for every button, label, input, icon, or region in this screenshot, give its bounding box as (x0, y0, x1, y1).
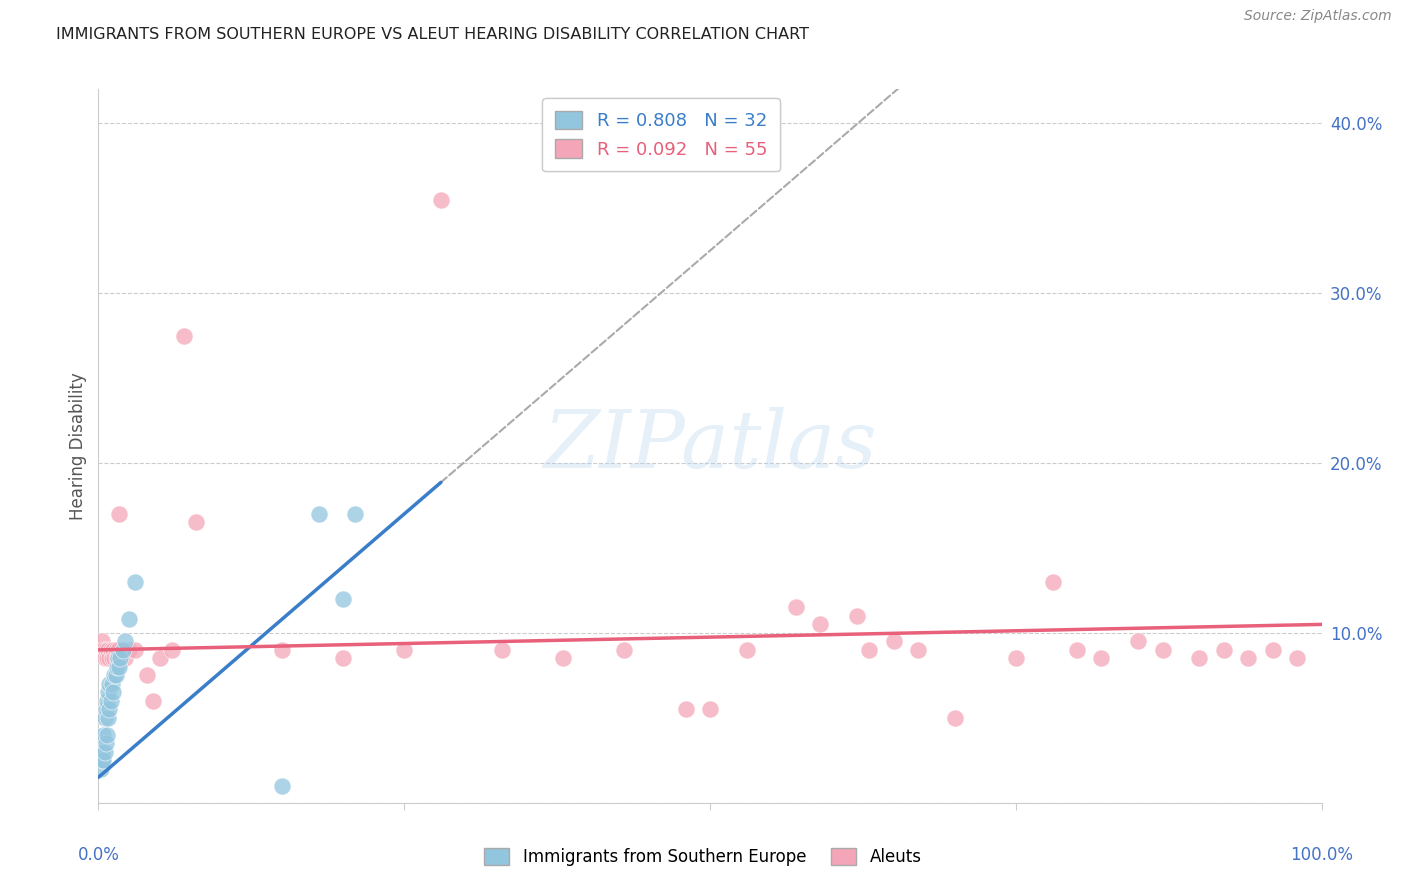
Point (308, 507, 330, 521)
Point (124, 643, 146, 657)
Point (107, 643, 129, 657)
Point (735, 643, 758, 657)
Point (105, 651, 128, 665)
Point (675, 702, 697, 716)
Point (1237, 651, 1260, 665)
Point (105, 660, 128, 674)
Point (785, 600, 807, 615)
Point (613, 643, 636, 657)
Point (97, 685, 120, 699)
Point (107, 651, 129, 665)
Text: ZIPatlas: ZIPatlas (543, 408, 877, 484)
Point (858, 643, 880, 657)
Point (91, 745, 114, 759)
Point (111, 643, 134, 657)
Point (808, 617, 831, 632)
Point (94, 736, 117, 750)
Legend: Immigrants from Southern Europe, Aleuts: Immigrants from Southern Europe, Aleuts (477, 840, 929, 875)
Point (97, 711, 120, 725)
Point (91, 753, 114, 767)
Point (101, 677, 124, 691)
Point (699, 702, 721, 716)
Point (149, 651, 172, 665)
Point (91, 634, 114, 648)
Point (97, 643, 120, 657)
Point (108, 507, 131, 521)
Y-axis label: Hearing Disability: Hearing Disability (69, 372, 87, 520)
Point (186, 516, 208, 530)
Text: Source: ZipAtlas.com: Source: ZipAtlas.com (1244, 9, 1392, 23)
Point (100, 694, 122, 708)
Point (270, 779, 294, 793)
Point (1090, 651, 1112, 665)
Point (118, 612, 141, 626)
Point (90, 762, 112, 776)
Point (101, 643, 124, 657)
Point (943, 711, 966, 725)
Point (136, 668, 159, 682)
Point (1212, 643, 1234, 657)
Point (93, 711, 115, 725)
Point (110, 651, 132, 665)
Point (98, 651, 121, 665)
Point (94, 702, 117, 716)
Point (173, 328, 195, 343)
Point (1188, 651, 1211, 665)
Point (344, 507, 367, 521)
Point (104, 668, 127, 682)
Point (111, 643, 134, 657)
Point (114, 651, 136, 665)
Point (100, 643, 122, 657)
Point (96, 694, 118, 708)
Point (101, 685, 124, 699)
Point (91, 643, 114, 657)
Point (91, 753, 114, 767)
Point (332, 651, 354, 665)
Point (101, 651, 124, 665)
Point (96, 651, 118, 665)
Point (392, 643, 416, 657)
Point (93, 651, 115, 665)
Point (907, 643, 929, 657)
Point (270, 643, 294, 657)
Point (430, 193, 453, 207)
Point (1286, 651, 1309, 665)
Point (98, 677, 121, 691)
Point (1042, 574, 1064, 589)
Point (114, 634, 136, 648)
Text: 0.0%: 0.0% (77, 846, 120, 863)
Point (883, 634, 905, 648)
Point (91, 728, 114, 742)
Legend: R = 0.808   N = 32, R = 0.092   N = 55: R = 0.808 N = 32, R = 0.092 N = 55 (543, 98, 780, 171)
Point (1152, 643, 1174, 657)
Point (103, 651, 125, 665)
Point (118, 643, 141, 657)
Text: IMMIGRANTS FROM SOUTHERN EUROPE VS ALEUT HEARING DISABILITY CORRELATION CHART: IMMIGRANTS FROM SOUTHERN EUROPE VS ALEUT… (56, 27, 810, 42)
Point (110, 651, 132, 665)
Point (160, 643, 183, 657)
Point (98, 702, 121, 716)
Point (104, 643, 127, 657)
Point (93, 745, 115, 759)
Point (553, 651, 575, 665)
Point (124, 574, 146, 589)
Point (1004, 651, 1026, 665)
Point (94, 643, 117, 657)
Point (96, 728, 118, 742)
Point (1066, 643, 1088, 657)
Point (1261, 643, 1284, 657)
Point (1128, 634, 1150, 648)
Point (90, 643, 112, 657)
Point (108, 660, 131, 674)
Point (103, 668, 125, 682)
Point (332, 591, 354, 606)
Point (845, 608, 868, 623)
Point (142, 694, 165, 708)
Point (491, 643, 513, 657)
Text: 100.0%: 100.0% (1291, 846, 1353, 863)
